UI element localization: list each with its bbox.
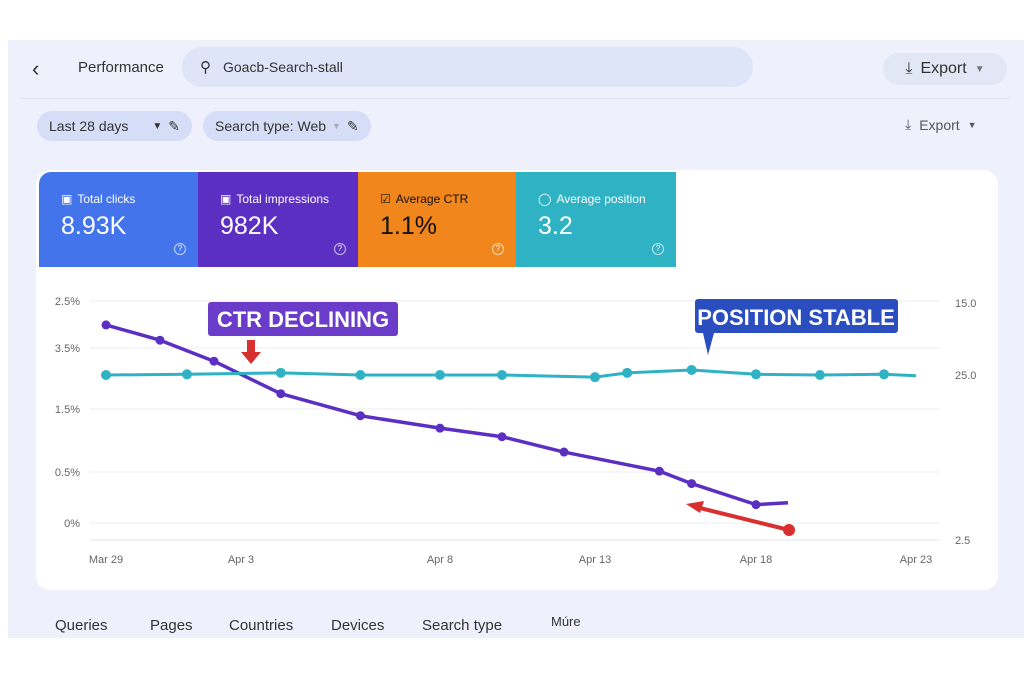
- position-point[interactable]: [622, 367, 633, 378]
- search-type-label: Search type: Web: [215, 118, 327, 134]
- search-icon: ⚲: [200, 59, 211, 76]
- divider: [20, 98, 1010, 99]
- tab-devices[interactable]: Devices: [331, 617, 385, 634]
- metric-tile-impressions[interactable]: ▣ Total impressions 982K?: [198, 172, 358, 267]
- position-point[interactable]: [497, 370, 507, 380]
- date-range-label: Last 28 days: [49, 118, 129, 134]
- ctr-point[interactable]: [687, 479, 697, 489]
- position-point[interactable]: [275, 367, 286, 378]
- caret-down-icon: ▼: [967, 119, 977, 130]
- tab-pages[interactable]: Pages: [150, 617, 193, 634]
- x-axis-tick: Apr 13: [579, 554, 611, 566]
- ctr-point[interactable]: [559, 447, 569, 457]
- caret-down-icon: ▼: [974, 63, 985, 75]
- metric-value: 3.2: [538, 212, 573, 240]
- callout-pointer: [703, 333, 714, 355]
- down-arrow-icon: [241, 340, 261, 364]
- search-type-chip[interactable]: Search type: Web ▼ ✎: [203, 111, 371, 141]
- position-point[interactable]: [590, 372, 600, 383]
- right-axis-tick: 2.5: [955, 535, 970, 547]
- ctr-line: [105, 323, 789, 507]
- ctr-point[interactable]: [155, 335, 165, 345]
- metric-tile-clicks[interactable]: ▣ Total clicks 8.93K?: [39, 172, 198, 267]
- position-point[interactable]: [879, 369, 889, 380]
- back-chevron-icon[interactable]: ‹: [32, 56, 40, 81]
- x-axis-tick: Apr 3: [228, 554, 254, 566]
- right-axis-tick: 25.0: [955, 370, 976, 382]
- export-button[interactable]: ⤓ Export ▼: [905, 116, 977, 133]
- info-icon[interactable]: ?: [492, 243, 504, 255]
- position-icon: ◯: [538, 192, 552, 206]
- metric-label: Total impressions: [236, 192, 330, 206]
- position-point[interactable]: [815, 370, 825, 380]
- ctr-point[interactable]: [276, 389, 286, 399]
- x-axis-tick: Mar 29: [89, 554, 123, 566]
- info-icon[interactable]: ?: [652, 243, 664, 255]
- caret-down-icon: ▼: [152, 120, 163, 132]
- metric-tile-ctr[interactable]: ☑ Average CTR 1.1%?: [358, 172, 516, 267]
- download-icon: ⤓: [905, 60, 913, 77]
- tab-countries[interactable]: Countries: [229, 617, 294, 634]
- page-title: Performance: [78, 59, 164, 76]
- x-axis-tick: Apr 8: [427, 554, 453, 566]
- ctr-point[interactable]: [751, 500, 761, 510]
- caret-down-icon: ▼: [332, 121, 341, 131]
- ctr-point[interactable]: [101, 320, 111, 330]
- metric-value: 8.93K: [61, 212, 127, 240]
- date-range-chip[interactable]: Last 28 days ▼ ✎: [37, 111, 193, 141]
- download-icon: ⤓: [905, 116, 912, 132]
- callout-text: CTR DECLINING: [217, 307, 389, 332]
- ctr-point[interactable]: [355, 411, 365, 421]
- position-stable-callout: POSITION STABLE: [695, 299, 898, 355]
- callout-text: POSITION STABLE: [697, 305, 895, 330]
- x-axis-tick: Apr 23: [900, 554, 932, 566]
- right-axis-tick: 15.0: [955, 298, 976, 310]
- metric-label: Average position: [556, 192, 646, 206]
- position-point[interactable]: [355, 370, 366, 380]
- edit-icon[interactable]: ✎: [168, 117, 181, 134]
- clicks-icon: ▣: [61, 192, 73, 206]
- tab-queries[interactable]: Queries: [55, 617, 108, 634]
- position-line: [105, 368, 917, 379]
- position-point[interactable]: [435, 370, 445, 380]
- export-label: Export: [919, 116, 960, 133]
- ctr-declining-callout: CTR DECLINING: [208, 302, 398, 364]
- metric-label: Average CTR: [395, 192, 469, 206]
- position-point[interactable]: [182, 369, 192, 380]
- info-icon[interactable]: ?: [334, 243, 346, 255]
- info-icon[interactable]: ?: [174, 243, 186, 255]
- callout-box: [208, 302, 398, 336]
- left-axis-tick: 1.5%: [55, 404, 80, 416]
- export-button-top[interactable]: ⤓ Export ▼: [883, 53, 1007, 85]
- left-axis-tick: 0%: [64, 518, 80, 530]
- callout-box: [695, 299, 898, 333]
- left-axis-tick: 3.5%: [55, 343, 80, 355]
- impressions-icon: ▣: [220, 192, 232, 206]
- left-axis-tick: 2.5%: [55, 296, 80, 308]
- metric-value: 1.1%: [380, 212, 437, 240]
- ctr-point[interactable]: [209, 356, 219, 366]
- search-value: Goacb-Search-stall: [223, 59, 343, 75]
- ctr-point[interactable]: [654, 466, 664, 476]
- checkbox-icon: ☑: [380, 192, 391, 206]
- search-input[interactable]: ⚲ Goacb-Search-stall: [182, 47, 753, 87]
- ctr-point[interactable]: [435, 423, 445, 433]
- ctr-point[interactable]: [497, 432, 507, 442]
- tab-more[interactable]: Múre: [551, 614, 581, 629]
- metric-value: 982K: [220, 212, 279, 240]
- red-trend-arrow: [686, 501, 795, 536]
- metric-tile-position[interactable]: ◯ Average position 3.2?: [516, 172, 676, 267]
- metric-label: Total clicks: [77, 192, 136, 206]
- tab-search-type[interactable]: Search type: [422, 617, 503, 634]
- left-axis-tick: 0.5%: [55, 467, 80, 479]
- position-point[interactable]: [101, 370, 111, 380]
- edit-icon[interactable]: ✎: [346, 117, 359, 134]
- export-label: Export: [920, 60, 967, 77]
- position-point[interactable]: [751, 369, 761, 380]
- x-axis-tick: Apr 18: [740, 554, 772, 566]
- position-point[interactable]: [686, 364, 697, 375]
